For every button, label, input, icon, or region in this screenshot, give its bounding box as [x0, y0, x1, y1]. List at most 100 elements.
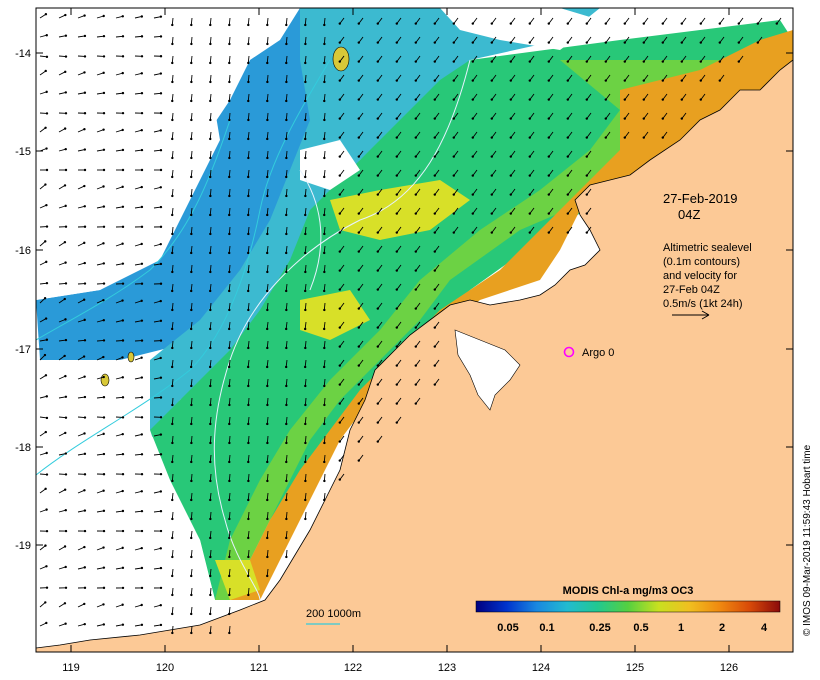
velocity-vector-head	[414, 155, 417, 158]
velocity-vector-head	[102, 128, 105, 131]
velocity-vector-head	[64, 416, 68, 419]
velocity-vector-head	[304, 118, 307, 122]
velocity-vector-head	[190, 612, 193, 616]
velocity-vector-head	[121, 262, 125, 265]
velocity-vector-head	[509, 193, 512, 196]
velocity-vector-head	[83, 318, 86, 322]
velocity-vector-head	[642, 41, 645, 44]
sealevel-contour-a	[213, 59, 471, 601]
lat-tick-label: -19	[15, 540, 31, 552]
velocity-vector-head	[83, 452, 87, 456]
velocity-vector-head	[357, 459, 360, 462]
velocity-vector-head	[284, 289, 288, 293]
colorbar-tick-label: 1	[678, 622, 684, 634]
velocity-vector-head	[140, 242, 143, 246]
velocity-vector-head	[266, 384, 269, 388]
velocity-vector-head	[121, 432, 124, 436]
velocity-vector-head	[140, 472, 144, 476]
velocity-vector-head	[140, 185, 143, 189]
velocity-vector-head	[323, 61, 326, 65]
velocity-vector-head	[64, 70, 67, 74]
velocity-vector-head	[64, 452, 68, 455]
velocity-vector-head	[209, 631, 212, 635]
velocity-vector-head	[190, 118, 193, 122]
velocity-vector-head	[414, 136, 417, 139]
velocity-vector-head	[209, 479, 212, 483]
velocity-vector-head	[395, 117, 398, 120]
velocity-vector-head	[209, 156, 212, 160]
velocity-vector-head	[490, 212, 493, 215]
velocity-vector-head	[452, 98, 455, 101]
velocity-vector-head	[63, 602, 67, 605]
velocity-vector-head	[171, 80, 174, 84]
velocity-vector-head	[45, 34, 48, 37]
velocity-vector-head	[414, 22, 417, 25]
velocity-vector-head	[323, 403, 326, 407]
velocity-vector-head	[171, 555, 174, 559]
velocity-vector-head	[304, 232, 307, 236]
velocity-vector-head	[376, 60, 379, 63]
velocity-vector-head	[102, 396, 106, 399]
velocity-vector-head	[208, 327, 212, 331]
velocity-vector-head	[190, 536, 193, 540]
velocity-vector-head	[266, 118, 269, 122]
velocity-vector-head	[121, 242, 124, 245]
velocity-vector-head	[585, 136, 588, 139]
velocity-vector-head	[247, 308, 250, 312]
velocity-vector-head	[623, 98, 626, 101]
velocity-vector-head	[44, 374, 48, 377]
velocity-vector-head	[604, 117, 607, 120]
argo-marker[interactable]	[563, 346, 575, 358]
velocity-vector-head	[159, 15, 163, 18]
velocity-vector-head	[395, 98, 398, 101]
velocity-vector-head	[661, 60, 664, 63]
velocity-vector-head	[395, 250, 398, 253]
velocity-vector-head	[566, 79, 569, 82]
velocity-vector-head	[140, 35, 144, 38]
velocity-vector-head	[285, 422, 288, 426]
velocity-vector-head	[756, 22, 759, 25]
velocity-vector-head	[140, 225, 144, 229]
velocity-vector-head	[247, 42, 250, 46]
velocity-vector-head	[44, 544, 47, 547]
velocity-vector-head	[159, 586, 163, 590]
isobath-legend-label: 200 1000m	[306, 608, 361, 620]
velocity-vector-head	[83, 566, 87, 569]
velocity-vector-head	[566, 174, 569, 177]
velocity-vector-head	[414, 193, 417, 196]
velocity-vector-head	[228, 137, 231, 141]
velocity-vector-head	[102, 355, 105, 359]
velocity-vector-head	[376, 326, 379, 329]
velocity-vector-head	[414, 364, 417, 367]
velocity-vector-head	[121, 416, 125, 419]
velocity-vector-head	[528, 136, 531, 139]
velocity-vector-head	[83, 112, 87, 115]
velocity-vector-head	[64, 529, 68, 533]
velocity-vector-head	[661, 136, 664, 139]
velocity-vector-head	[661, 79, 664, 82]
velocity-vector-head	[121, 603, 124, 606]
velocity-vector-head	[140, 566, 144, 570]
velocity-vector-head	[83, 432, 86, 435]
velocity-vector-head	[45, 147, 48, 150]
velocity-vector-head	[227, 365, 231, 369]
velocity-vector-head	[247, 61, 250, 65]
velocity-vector-head	[509, 41, 512, 44]
colorbar-tick-label: 0.05	[497, 622, 518, 634]
velocity-vector-head	[338, 155, 341, 158]
velocity-vector-head	[338, 402, 341, 405]
velocity-vector-head	[509, 79, 512, 82]
velocity-vector-head	[63, 297, 66, 301]
velocity-vector-head	[190, 213, 193, 217]
velocity-vector-head	[323, 270, 326, 274]
velocity-vector-head	[247, 460, 250, 464]
velocity-vector-head	[190, 232, 193, 236]
velocity-vector-head	[228, 631, 231, 635]
velocity-vector-head	[376, 22, 379, 25]
velocity-vector-head	[338, 383, 341, 386]
velocity-vector-head	[395, 231, 398, 234]
velocity-vector-head	[547, 231, 550, 234]
velocity-vector-head	[433, 174, 436, 177]
velocity-vector-head	[209, 270, 212, 274]
lon-tick-label: 120	[156, 662, 174, 674]
